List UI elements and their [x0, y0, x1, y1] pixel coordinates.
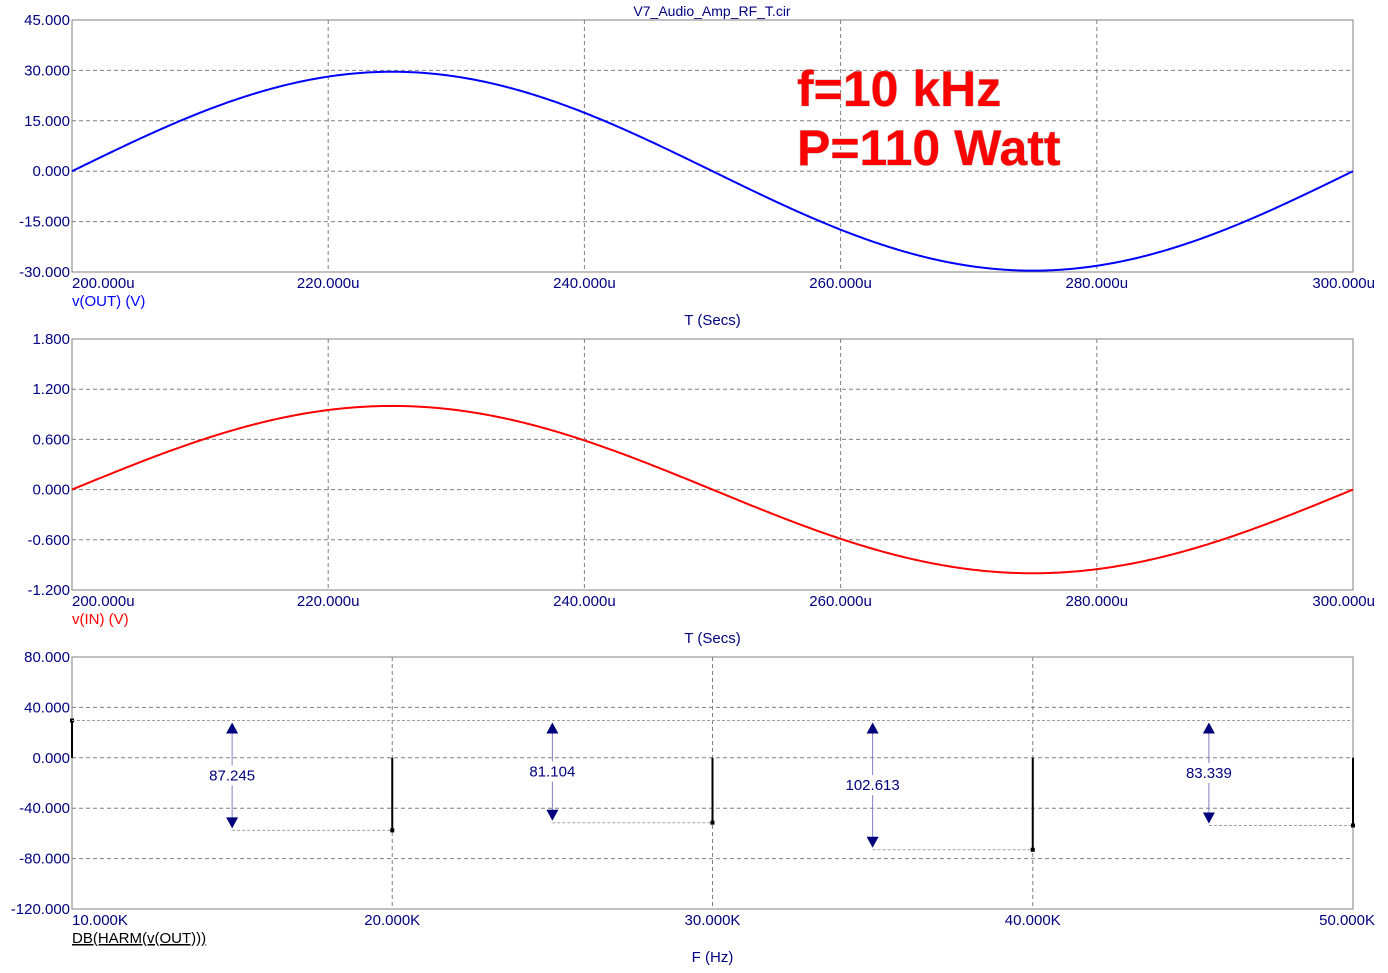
series-line	[71, 404, 1354, 575]
series-line	[71, 70, 1354, 272]
plot-3: 10.000K 20.000K 30.000K 40.000K 50.000K 80.00…	[11, 649, 1375, 966]
measure-arrow-up	[1202, 722, 1215, 734]
measure-arrow-down	[1202, 812, 1215, 824]
y-tick-label: 30.000	[24, 62, 70, 79]
x-tick-label: 260.000u	[809, 593, 872, 610]
measure-label-bg	[1176, 762, 1241, 783]
measure-label-bg	[840, 775, 905, 796]
plot-frame	[71, 338, 1354, 591]
measure-label: 87.245	[209, 767, 255, 784]
measure-label-bg	[520, 761, 585, 782]
y-tick-label: 1.800	[32, 331, 70, 348]
y-tick-label: -120.000	[11, 901, 70, 918]
harmonic-point	[1030, 847, 1035, 852]
x-tick-label: 300.000u	[1312, 593, 1375, 610]
measure-arrow-up	[866, 722, 879, 734]
measure-arrow-down	[226, 817, 239, 829]
y-tick-label: 15.000	[24, 113, 70, 130]
y-tick-label: -0.600	[27, 532, 70, 549]
measure-label: 83.339	[1186, 765, 1232, 782]
measure-label: 102.613	[846, 777, 900, 794]
harmonic-point	[1351, 823, 1355, 828]
x-axis-label: T (Secs)	[684, 312, 740, 329]
trace-label: v(IN) (V)	[72, 611, 129, 628]
x-tick-label: 240.000u	[553, 275, 616, 292]
x-tick-label: 200.000u	[72, 275, 135, 292]
x-tick-label: 300.000u	[1312, 275, 1375, 292]
x-axis-label: T (Secs)	[684, 630, 740, 647]
trace-label: v(OUT) (V)	[72, 293, 145, 310]
y-tick-label: -30.000	[19, 264, 70, 281]
annotation-power: P=110 Watt	[797, 120, 1061, 176]
x-tick-label: 200.000u	[72, 593, 135, 610]
y-tick-label: -80.000	[19, 851, 70, 868]
x-tick-label: 40.000K	[1005, 912, 1061, 929]
measure-arrow-up	[226, 722, 239, 734]
y-tick-label: 0.000	[32, 163, 70, 180]
y-tick-label: 45.000	[24, 12, 70, 29]
y-tick-label: 80.000	[24, 649, 70, 666]
x-tick-label: 240.000u	[553, 593, 616, 610]
measure-arrow-down	[866, 836, 879, 848]
chart-title: V7_Audio_Amp_RF_T.cir	[633, 3, 791, 19]
plot-2: 200.000u 220.000u 240.000u 260.000u 280.000u…	[27, 331, 1375, 647]
x-tick-label: 280.000u	[1066, 593, 1129, 610]
y-tick-label: -1.200	[27, 582, 70, 599]
y-tick-label: -15.000	[19, 214, 70, 231]
harmonic-point	[390, 828, 395, 833]
x-tick-label: 260.000u	[809, 275, 872, 292]
y-tick-label: -40.000	[19, 800, 70, 817]
x-tick-label: 50.000K	[1319, 912, 1375, 929]
x-tick-label: 220.000u	[297, 593, 360, 610]
y-tick-label: 0.000	[32, 482, 70, 499]
y-tick-label: 1.200	[32, 381, 70, 398]
harmonic-point	[710, 820, 715, 825]
plot-1: 200.000u 220.000u 240.000u 260.000u 280.000u…	[19, 12, 1375, 329]
x-tick-label: 10.000K	[72, 912, 128, 929]
y-tick-label: 0.600	[32, 431, 70, 448]
x-tick-label: 20.000K	[364, 912, 420, 929]
plot-frame	[71, 19, 1354, 273]
trace-label: DB(HARM(v(OUT)))	[72, 930, 206, 947]
y-tick-label: 40.000	[24, 699, 70, 716]
measure-label-bg	[200, 765, 265, 786]
measure-label: 81.104	[529, 764, 575, 781]
x-axis-label: F (Hz)	[692, 949, 734, 966]
x-tick-label: 280.000u	[1066, 275, 1129, 292]
measure-arrow-down	[546, 809, 559, 821]
measure-arrow-up	[546, 722, 559, 734]
y-tick-label: 0.000	[32, 750, 70, 767]
x-tick-label: 30.000K	[685, 912, 741, 929]
x-tick-label: 220.000u	[297, 275, 360, 292]
annotation-frequency: f=10 kHz	[797, 61, 1001, 117]
